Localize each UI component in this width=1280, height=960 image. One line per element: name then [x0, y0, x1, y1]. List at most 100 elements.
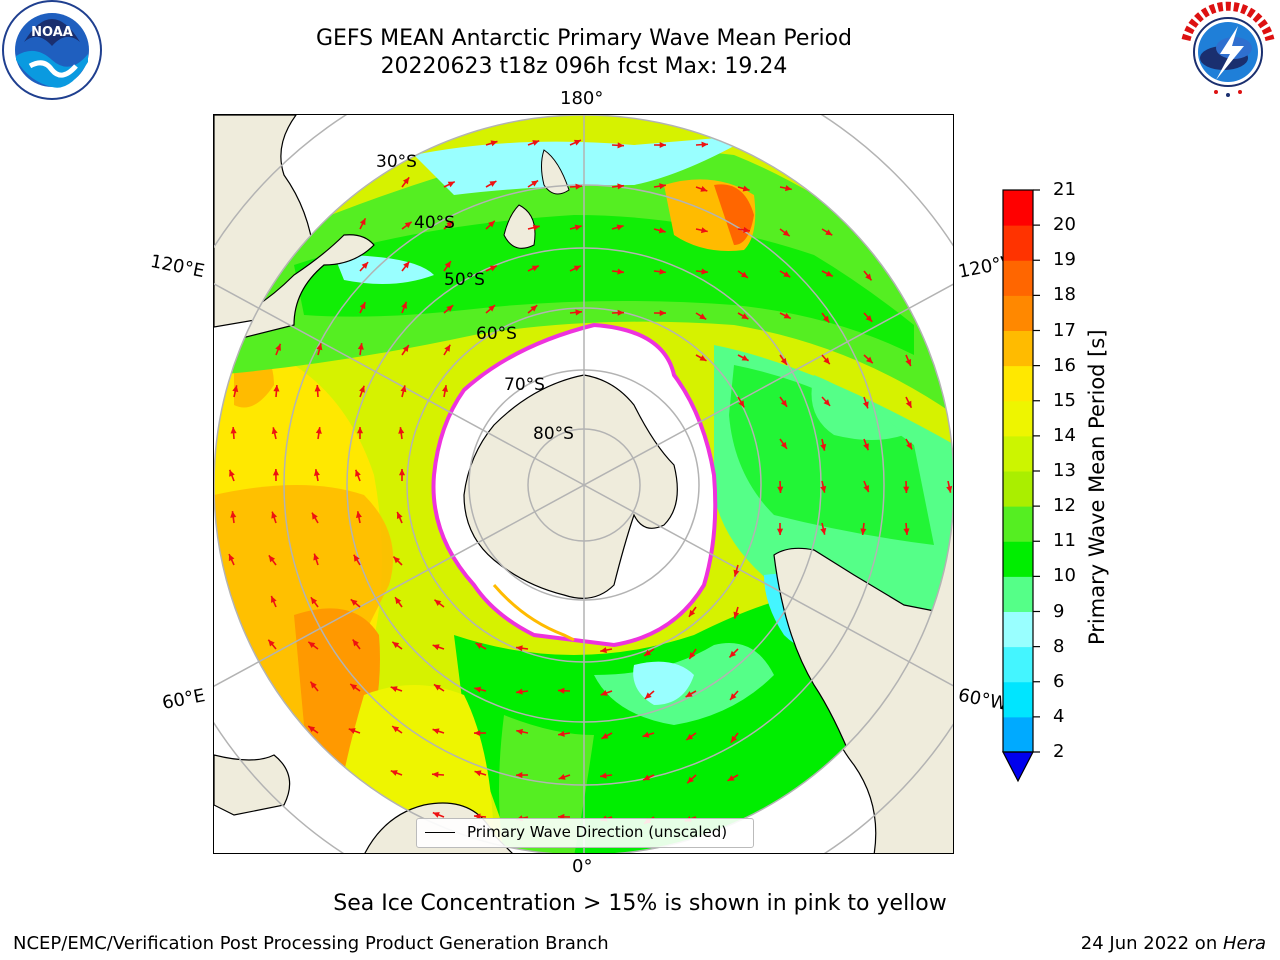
- lat-label-30: 30°S: [376, 152, 417, 172]
- wave-arrow-head: [403, 261, 410, 269]
- wave-arrow-head: [396, 511, 403, 519]
- wave-arrow-head: [516, 688, 523, 695]
- graticule: [214, 115, 953, 853]
- wave-arrow-head: [314, 385, 321, 392]
- wave-arrow-head: [616, 224, 624, 231]
- wave-arrow-head: [348, 728, 356, 734]
- colorbar-segment: [1003, 400, 1033, 437]
- wave-arrow-head: [699, 355, 707, 361]
- noaa-logo: NOAA: [2, 0, 102, 100]
- wave-arrow-head: [490, 140, 498, 147]
- colorbar-tick-label: 17: [1053, 319, 1076, 341]
- wave-arrow-head: [361, 262, 369, 269]
- wave-arrow-head: [446, 221, 454, 228]
- wave-arrow-head: [617, 142, 624, 149]
- colorbar-segment: [1003, 541, 1033, 577]
- wave-arrow-head: [903, 528, 910, 535]
- wave-arrow-head: [475, 643, 483, 649]
- colorbar-tick-label: 2: [1053, 741, 1065, 762]
- wave-arrow-head: [903, 486, 910, 493]
- wave-arrow-head: [741, 354, 749, 361]
- wave-arrow-head: [601, 733, 609, 739]
- wave-arrow-head: [272, 469, 279, 476]
- chart-subtitle: 20220623 t18z 096h fcst Max: 19.24: [380, 54, 788, 79]
- wave-arrow-head: [617, 183, 624, 190]
- colorbar-segment: [1003, 576, 1033, 612]
- wave-arrow-head: [783, 271, 791, 278]
- wave-arrow-head: [488, 220, 495, 228]
- colorbar-segment: [1003, 260, 1033, 296]
- footer-host: Hera: [1222, 933, 1266, 954]
- wave-arrow-head: [398, 427, 405, 434]
- wave-arrow-head: [825, 229, 833, 236]
- wave-arrow-head: [355, 511, 362, 518]
- colorbar-segment: [1003, 435, 1033, 472]
- wave-arrow-head: [686, 733, 694, 741]
- legend-label: Primary Wave Direction (unscaled): [467, 823, 728, 841]
- wave-arrow-head: [730, 693, 737, 700]
- colorbar-tick-label: 21: [1053, 179, 1076, 200]
- wave-arrow-head: [271, 427, 278, 435]
- colorbar-tick-label: 13: [1053, 460, 1076, 481]
- lon-label-bottom: 0°: [572, 856, 593, 877]
- wave-arrow-head: [355, 469, 361, 477]
- wave-arrow-head: [600, 690, 608, 696]
- wave-arrow-head: [905, 400, 912, 408]
- wave-arrow-head: [863, 485, 870, 493]
- wave-arrow-head: [783, 312, 791, 319]
- wave-arrow-head: [516, 728, 524, 735]
- sea-ice-caption: Sea Ice Concentration > 15% is shown in …: [333, 891, 947, 916]
- wave-arrow-head: [730, 735, 738, 743]
- wave-arrow-head: [228, 554, 235, 562]
- wave-arrow-head: [268, 639, 275, 647]
- wave-arrow-head: [946, 485, 953, 493]
- wave-arrow-head: [311, 512, 318, 520]
- wave-arrow-head: [700, 186, 708, 192]
- wave-arrow-head: [659, 309, 666, 317]
- colorbar-tick-label: 14: [1053, 424, 1076, 446]
- colorbar-tick-label: 6: [1053, 670, 1065, 692]
- wave-arrow-head: [733, 569, 740, 577]
- wave-arrow-head: [780, 357, 787, 365]
- colorbar-segment: [1003, 611, 1033, 648]
- wave-arrow-head: [432, 728, 440, 735]
- wave-arrow-head: [687, 776, 694, 784]
- wave-arrow-head: [350, 683, 358, 691]
- wave-arrow-head: [516, 772, 523, 779]
- wave-period-map: [214, 115, 953, 853]
- wave-arrow-head: [617, 268, 624, 275]
- colorbar-segment: [1003, 295, 1033, 331]
- wave-arrow-head: [780, 441, 787, 449]
- wave-arrow-head: [733, 611, 740, 619]
- wave-arrow-head: [444, 261, 451, 269]
- wave-arrow-head: [741, 313, 749, 320]
- antarctica: [463, 374, 678, 599]
- wave-arrow-head: [432, 812, 440, 818]
- colorbar-tick-label: 16: [1053, 354, 1076, 376]
- wave-arrow-head: [865, 273, 872, 281]
- wave-arrow-head: [865, 315, 873, 322]
- wave-arrow-head: [392, 726, 400, 733]
- wave-direction-arrows: [228, 139, 953, 825]
- lon-label-left-lower: 60°E: [160, 685, 207, 714]
- wave-arrow-head: [395, 597, 402, 605]
- wave-arrow-head: [558, 687, 565, 694]
- wave-arrow-head: [740, 271, 748, 278]
- wave-arrow-head: [404, 221, 412, 229]
- lon-label-top: 180°: [560, 88, 604, 109]
- wave-arrow-head: [402, 345, 409, 353]
- wave-arrow-head: [310, 597, 318, 605]
- wave-arrow-head: [489, 265, 497, 272]
- wave-arrow-head: [863, 443, 869, 451]
- lat-label-80: 80°S: [533, 424, 574, 444]
- lat-label-60: 60°S: [476, 324, 517, 344]
- wave-arrow-head: [359, 218, 366, 226]
- wave-arrow-head: [474, 770, 482, 777]
- wave-arrow-head: [825, 270, 833, 277]
- wave-arrow-head: [688, 609, 696, 617]
- wave-arrow-head: [352, 639, 359, 647]
- wave-arrow-head: [573, 265, 581, 272]
- nws-logo: [1180, 1, 1276, 97]
- wave-arrow-head: [531, 265, 539, 272]
- wave-arrow-head: [701, 141, 708, 148]
